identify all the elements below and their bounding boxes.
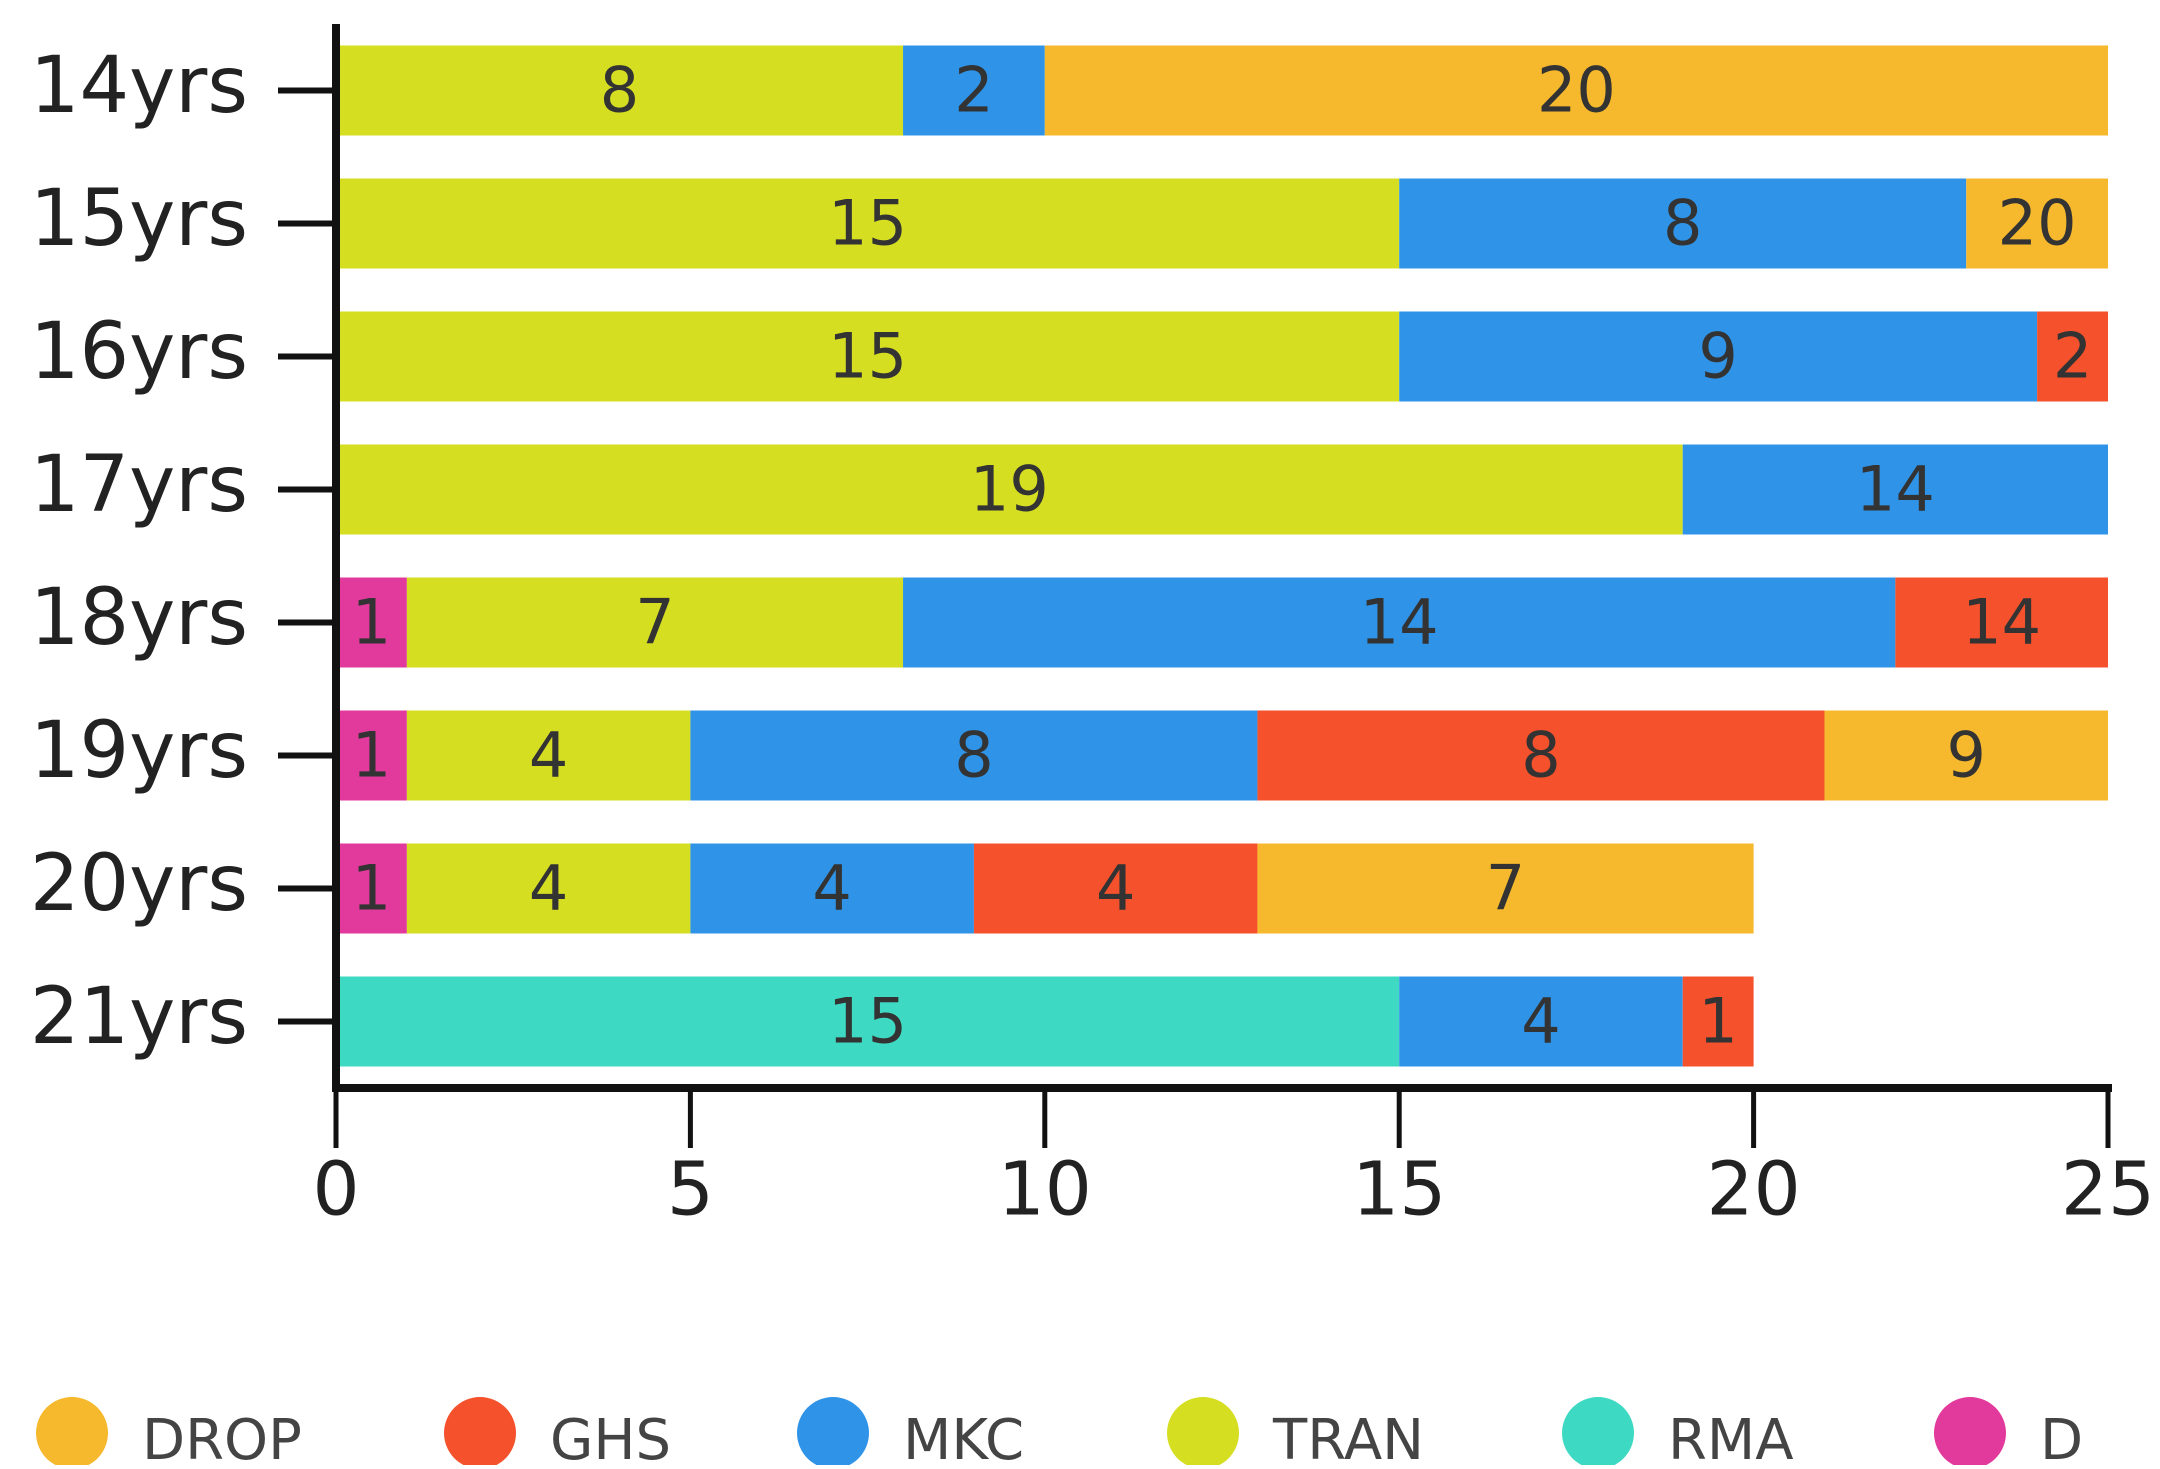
value-label: 4 [529, 852, 568, 925]
legend-label: RMA [1668, 1408, 1794, 1465]
bar-segment [903, 45, 1045, 136]
value-label: 9 [1947, 719, 1986, 792]
value-label: 8 [600, 54, 639, 127]
x-tick-label: 15 [1352, 1147, 1446, 1233]
bar-segment [406, 843, 691, 934]
value-label: 8 [1521, 719, 1560, 792]
value-label: 9 [1698, 320, 1737, 393]
bar-segment [336, 45, 904, 136]
value-label: 1 [352, 719, 391, 792]
value-label: 8 [954, 719, 993, 792]
bar-segment [336, 577, 407, 668]
value-label: 4 [812, 852, 851, 925]
bar-segment [1824, 710, 2108, 801]
value-label: 15 [828, 187, 907, 260]
y-tick-label: 15yrs [30, 174, 248, 264]
y-tick-label: 20yrs [30, 839, 248, 929]
bar-segment [1895, 577, 2108, 668]
legend-label: TRAN [1272, 1408, 1424, 1465]
x-tick-label: 10 [998, 1147, 1092, 1233]
legend-swatch [1934, 1397, 2006, 1469]
value-label: 15 [828, 320, 907, 393]
value-label: 20 [1998, 187, 2077, 260]
y-tick-label: 18yrs [30, 573, 248, 663]
value-label: 14 [1856, 453, 1935, 526]
x-tick-label: 25 [2061, 1147, 2155, 1233]
bar-segment [1399, 178, 1967, 269]
value-label: 7 [1486, 852, 1525, 925]
x-tick-label: 20 [1707, 1147, 1801, 1233]
bar-segment [1399, 976, 1683, 1067]
legend-swatch [797, 1397, 869, 1469]
value-label: 14 [1962, 586, 2041, 659]
bar-segment [1257, 710, 1825, 801]
value-label: 2 [2053, 320, 2092, 393]
legend-swatch [1562, 1397, 1634, 1469]
x-tick-label: 5 [667, 1147, 714, 1233]
value-label: 4 [1521, 985, 1560, 1058]
value-label: 19 [970, 453, 1049, 526]
bar-segment [1682, 444, 2108, 535]
value-label: 2 [954, 54, 993, 127]
bar-segment [690, 710, 1258, 801]
bar-segment [336, 843, 407, 934]
bar-segment [336, 178, 1400, 269]
y-tick-label: 14yrs [30, 41, 248, 131]
legend-label: MKC [903, 1408, 1024, 1465]
value-label: 4 [1096, 852, 1135, 925]
bar-segment [336, 444, 1683, 535]
legend-swatch [444, 1397, 516, 1469]
legend-label: DROP [142, 1408, 302, 1465]
legend-swatch [36, 1397, 108, 1469]
value-label: 7 [635, 586, 674, 659]
bar-segment [903, 577, 1896, 668]
value-label: 20 [1537, 54, 1616, 127]
value-label: 1 [352, 852, 391, 925]
value-label: 4 [529, 719, 568, 792]
y-tick-label: 21yrs [30, 972, 248, 1062]
bar-segment [1966, 178, 2108, 269]
bar-segment [1257, 843, 1754, 934]
value-label: 8 [1663, 187, 1702, 260]
value-label: 14 [1360, 586, 1439, 659]
y-tick-label: 16yrs [30, 307, 248, 397]
legend-swatch [1167, 1397, 1239, 1469]
value-label: 15 [828, 985, 907, 1058]
value-label: 1 [352, 586, 391, 659]
value-label: 1 [1698, 985, 1737, 1058]
bar-segment [2037, 311, 2108, 402]
bar-segment [406, 577, 904, 668]
legend-label: D [2040, 1408, 2083, 1465]
legend-label: GHS [550, 1408, 671, 1465]
overlay: 14yrs 15yrs 16yrs 17yrs 18yrs 19yrs 20yrs 21yrs… [30, 24, 2155, 1469]
bar-segment [1399, 311, 2038, 402]
x-tick-label: 0 [312, 1147, 359, 1233]
bar-segment [1044, 45, 2108, 136]
bar-segment [690, 843, 974, 934]
bar-segment [336, 976, 1400, 1067]
bar-segment [336, 311, 1400, 402]
y-tick-label: 19yrs [30, 706, 248, 796]
bar-segment [406, 710, 691, 801]
bar-segment [973, 843, 1258, 934]
y-tick-label: 17yrs [30, 440, 248, 530]
bar-segment [1682, 976, 1754, 1067]
bar-segment [336, 710, 407, 801]
